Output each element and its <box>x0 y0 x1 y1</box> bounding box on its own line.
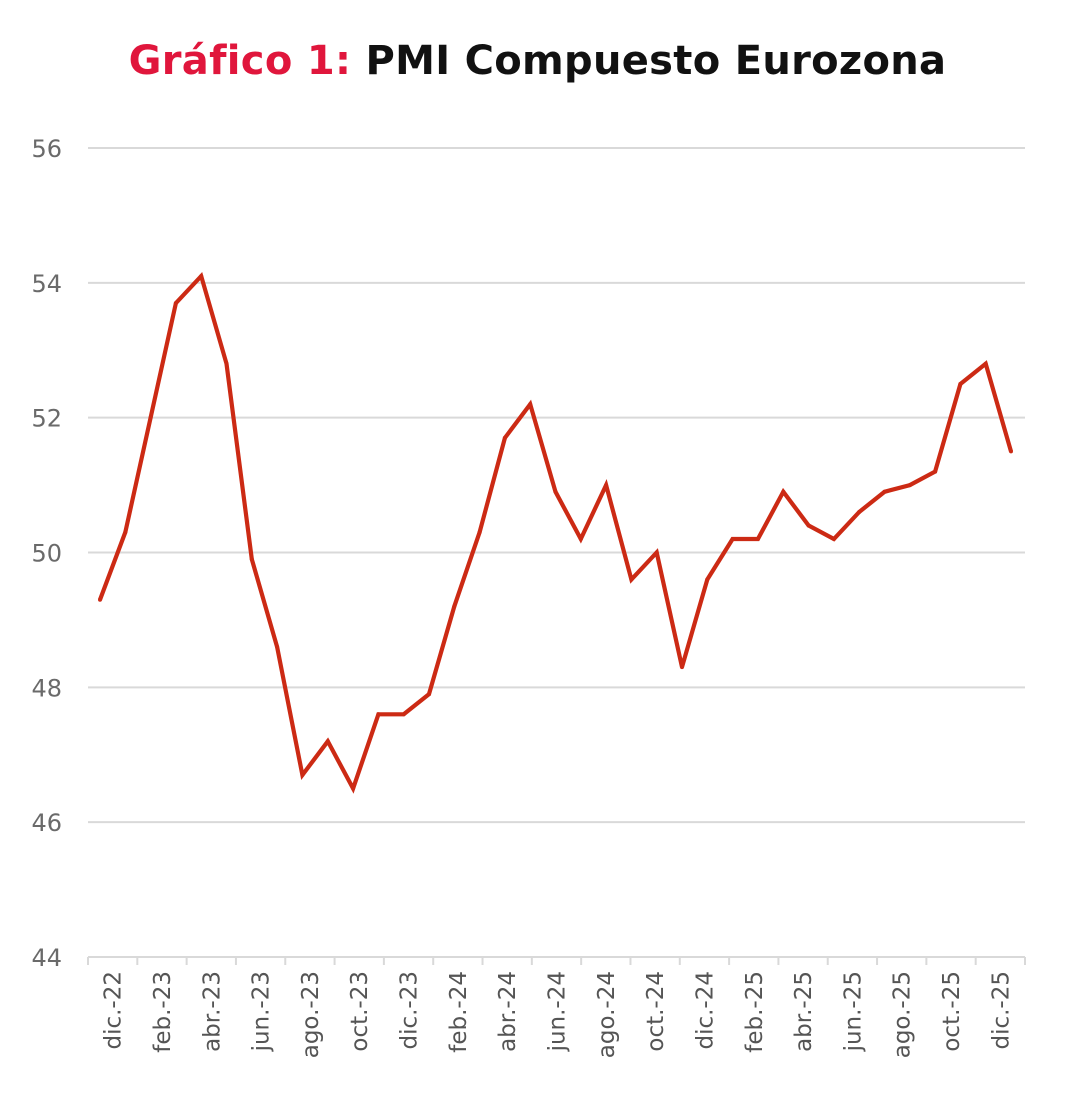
x-tick-label: dic.-25 <box>988 971 1014 1050</box>
data-point <box>224 361 229 366</box>
data-point <box>781 489 786 494</box>
data-point <box>528 402 533 407</box>
data-point <box>907 483 912 488</box>
data-point <box>831 537 836 541</box>
data-point <box>275 644 280 649</box>
x-tick-label: abr.-25 <box>791 971 817 1052</box>
data-point <box>249 557 254 562</box>
data-point <box>882 489 887 494</box>
data-point <box>705 577 710 582</box>
x-tick-label: feb.-23 <box>150 971 176 1053</box>
data-point <box>98 597 102 602</box>
y-tick-label: 44 <box>31 944 62 972</box>
x-tick-label: oct.-24 <box>643 971 669 1052</box>
series-layer <box>98 271 1014 794</box>
y-tick-label: 48 <box>31 674 62 702</box>
chart-title-prefix: Gráfico 1: <box>128 38 352 84</box>
data-point <box>148 415 153 420</box>
data-point <box>578 537 583 541</box>
data-point <box>857 510 862 514</box>
series-line <box>98 271 1014 794</box>
data-point <box>933 469 938 474</box>
x-tick-label: ago.-25 <box>890 971 916 1058</box>
data-point <box>1009 449 1013 454</box>
x-tick-label: abr.-23 <box>199 971 225 1052</box>
x-tick-label: jun.-24 <box>545 971 571 1052</box>
data-point <box>680 665 684 670</box>
x-tick-label: jun.-23 <box>249 971 275 1052</box>
data-point <box>427 692 431 697</box>
data-point <box>300 773 305 777</box>
data-point <box>553 489 558 494</box>
chart-title-main: PMI Compuesto Eurozona <box>365 38 947 84</box>
x-tick-label: feb.-25 <box>742 971 768 1053</box>
data-point <box>502 435 507 440</box>
x-tick-label: jun.-25 <box>840 971 866 1052</box>
x-tick-label: feb.-24 <box>446 971 472 1053</box>
data-point <box>730 537 735 541</box>
data-point <box>452 604 457 609</box>
data-point <box>806 523 811 528</box>
y-tick-label: 50 <box>31 540 62 568</box>
data-point <box>477 530 482 535</box>
x-axis: dic.-22 feb.-23 abr.-23 jun.-23 ago.-23 oct.-… <box>87 956 1026 1058</box>
y-tick-label: 54 <box>31 270 62 298</box>
y-tick-label: 46 <box>31 809 62 837</box>
data-point <box>173 301 178 306</box>
data-point <box>983 361 988 366</box>
x-tick-label: oct.-23 <box>347 971 373 1052</box>
x-tick-label: dic.-24 <box>692 971 718 1050</box>
data-point <box>325 739 330 744</box>
data-point <box>629 577 634 582</box>
data-point <box>351 786 356 791</box>
data-point <box>401 712 406 717</box>
x-tick-label: ago.-23 <box>298 971 324 1058</box>
data-point <box>755 537 760 541</box>
chart-title: Gráfico 1: PMI Compuesto Eurozona <box>0 38 1075 84</box>
x-tick-label: abr.-24 <box>495 971 521 1052</box>
data-point <box>958 382 963 386</box>
y-tick-label: 52 <box>31 405 62 433</box>
x-tick-label: oct.-25 <box>939 971 965 1052</box>
data-point <box>604 483 609 488</box>
data-point <box>199 274 204 279</box>
data-point <box>376 712 381 717</box>
x-tick-label: ago.-24 <box>594 971 620 1058</box>
gridlines <box>88 147 1025 824</box>
x-tick-label: dic.-23 <box>397 971 423 1050</box>
y-axis: 44 46 48 50 52 54 56 <box>31 135 62 972</box>
data-point <box>123 530 128 535</box>
data-point <box>654 550 659 555</box>
y-tick-label: 56 <box>31 135 62 163</box>
x-tick-label: dic.-22 <box>101 971 127 1050</box>
